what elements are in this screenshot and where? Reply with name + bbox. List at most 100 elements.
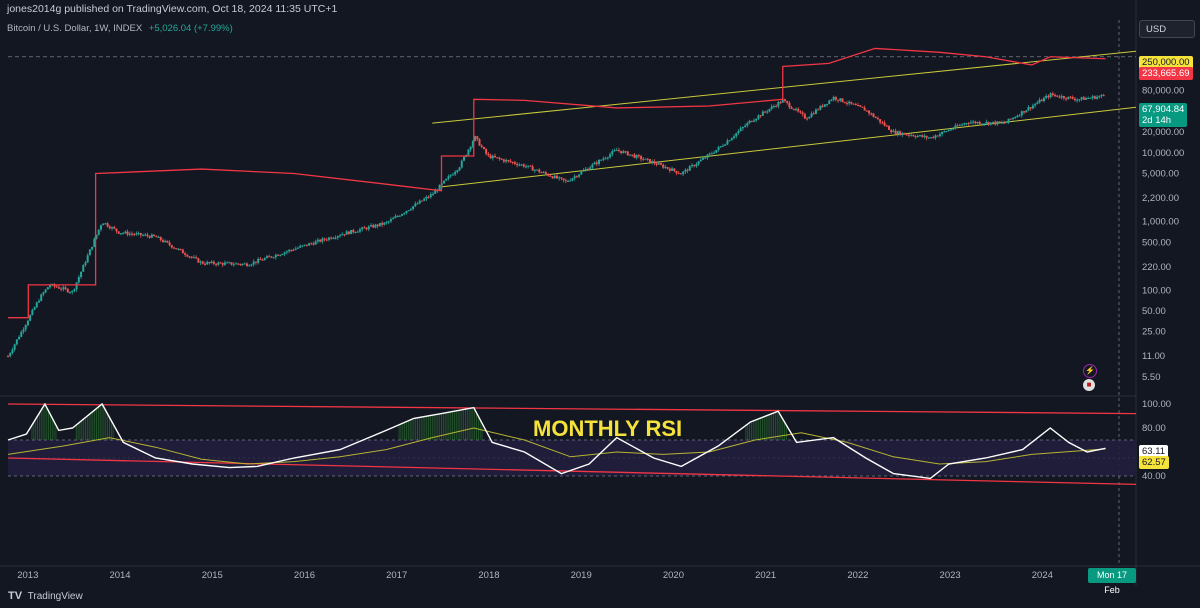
candle-body <box>474 136 477 142</box>
candle-body <box>646 158 649 160</box>
rsi-ma-value-tag: 62.57 <box>1139 456 1169 469</box>
flag-icon[interactable]: ■ <box>1083 379 1095 391</box>
candle-body <box>299 245 302 248</box>
price-axis-label: 1,000.00 <box>1142 217 1179 228</box>
candle-body <box>347 231 350 235</box>
time-axis-label: 2019 <box>571 570 592 581</box>
candle-body <box>901 132 904 136</box>
candle-body <box>848 101 851 104</box>
candle-body <box>817 109 820 111</box>
candle-body <box>1058 96 1061 98</box>
candle-body <box>358 229 361 232</box>
candle-body <box>9 353 12 357</box>
candle-body <box>695 164 698 167</box>
current-date-tag: Mon 17 Feb <box>1088 568 1136 595</box>
candle-body <box>1016 115 1019 118</box>
candle-body <box>783 99 786 101</box>
candle-body <box>407 210 410 212</box>
candle-body <box>456 170 459 172</box>
candle-body <box>443 180 446 184</box>
candle-body <box>460 160 463 168</box>
target-price-tag: 250,000.00 <box>1139 56 1193 69</box>
candle-body <box>757 115 760 119</box>
candle-body <box>682 171 685 175</box>
candle-body <box>651 161 654 163</box>
candle-body <box>186 254 189 257</box>
candle-body <box>312 243 315 245</box>
price-axis-label: 20,000.00 <box>1142 127 1184 138</box>
candle-body <box>277 254 280 256</box>
candle-body <box>761 111 764 116</box>
candle-body <box>148 236 151 238</box>
candle-body <box>1056 95 1059 97</box>
candle-body <box>128 233 131 235</box>
candle-body <box>91 246 94 250</box>
candle-body <box>161 240 164 242</box>
candle-body <box>806 118 809 120</box>
candle-body <box>571 178 574 181</box>
candle-body <box>828 100 831 104</box>
candle-body <box>40 294 43 301</box>
lightning-icon[interactable]: ⚡ <box>1083 364 1097 378</box>
price-axis-label: 80,000.00 <box>1142 86 1184 97</box>
candle-body <box>37 300 40 303</box>
candle-body <box>584 168 587 171</box>
tradingview-logo-icon: TV <box>8 590 23 602</box>
tradingview-brand[interactable]: TV TradingView <box>8 590 83 602</box>
candle-body <box>1023 111 1026 113</box>
candle-body <box>741 126 744 129</box>
rsi-value-tag: 63.11 <box>1139 445 1169 458</box>
candle-body <box>310 243 313 245</box>
candle-body <box>507 160 510 162</box>
candle-body <box>653 161 656 164</box>
candle-body <box>206 262 209 265</box>
candle-body <box>208 262 211 264</box>
candle-body <box>272 257 275 259</box>
candle-body <box>482 147 485 150</box>
candle-body <box>533 169 536 171</box>
candle-body <box>910 135 913 137</box>
candle-body <box>947 129 950 132</box>
candle-body <box>529 165 532 167</box>
currency-button[interactable]: USD <box>1139 20 1195 38</box>
candle-body <box>418 200 421 204</box>
candle-body <box>505 160 508 162</box>
candle-body <box>80 271 83 278</box>
candle-body <box>122 232 125 234</box>
time-axis-label: 2020 <box>663 570 684 581</box>
candle-body <box>1073 98 1076 101</box>
candle-body <box>55 286 58 288</box>
candle-body <box>677 173 680 175</box>
candle-body <box>387 221 390 223</box>
candle-body <box>943 131 946 133</box>
candle-body <box>522 164 525 167</box>
candle-body <box>274 254 277 258</box>
candle-body <box>73 289 76 291</box>
candle-body <box>268 256 271 258</box>
candle-body <box>179 248 182 250</box>
candle-body <box>626 151 629 156</box>
candle-body <box>159 236 162 241</box>
candle-body <box>894 130 897 135</box>
candle-body <box>945 131 948 133</box>
candle-body <box>496 157 499 159</box>
candle-body <box>175 248 178 250</box>
candle-body <box>934 135 937 138</box>
candle-body <box>704 157 707 159</box>
candle-body <box>580 171 583 175</box>
candle-body <box>923 135 926 137</box>
candle-body <box>1029 107 1032 109</box>
candle-body <box>1098 96 1101 98</box>
candle-body <box>573 176 576 179</box>
candle-body <box>86 255 89 263</box>
candle-body <box>810 113 813 117</box>
candle-body <box>332 238 335 240</box>
candle-body <box>795 108 798 110</box>
candle-body <box>600 159 603 161</box>
candle-body <box>350 229 353 235</box>
candle-body <box>768 108 771 112</box>
candle-body <box>283 252 286 255</box>
candle-body <box>1040 99 1043 102</box>
candle-body <box>177 248 180 250</box>
